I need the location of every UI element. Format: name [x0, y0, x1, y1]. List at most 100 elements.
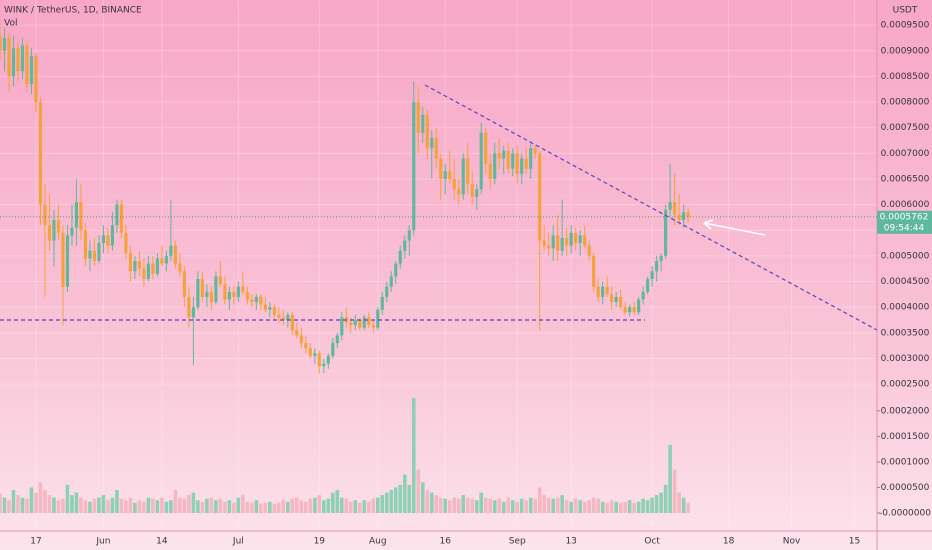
volume-bar — [357, 502, 362, 513]
volume-bar — [366, 501, 371, 513]
candle-body — [254, 296, 258, 303]
volume-bar — [7, 500, 11, 513]
candle-body — [515, 153, 519, 174]
volume-bar — [362, 500, 367, 513]
volume-bar — [214, 500, 218, 513]
candle-body — [61, 232, 65, 287]
candle-body — [673, 202, 677, 215]
candle-body — [115, 204, 119, 226]
candle-body — [551, 235, 555, 249]
volume-bar — [241, 495, 245, 513]
volume-bar — [272, 503, 277, 513]
volume-bar — [160, 497, 164, 513]
volume-bar — [146, 497, 151, 513]
volume-bar — [110, 497, 115, 513]
volume-bar — [429, 492, 434, 513]
volume-bar — [178, 497, 182, 513]
candle-body — [686, 212, 690, 217]
volume-bar — [582, 501, 587, 513]
candle-body — [376, 309, 380, 328]
volume-bar — [650, 497, 654, 513]
volume-bar — [317, 495, 322, 513]
x-tick-label: 17 — [30, 537, 41, 547]
candle-body — [187, 296, 191, 318]
volume-bar — [533, 498, 537, 513]
candle-body — [133, 261, 137, 272]
candle-body — [371, 325, 375, 328]
volume-bar — [250, 502, 254, 513]
candle-body — [484, 132, 488, 164]
candle-body — [398, 250, 402, 264]
candle-body — [443, 171, 447, 179]
volume-bar — [375, 497, 380, 513]
volume-bar — [537, 487, 542, 513]
candle-body — [682, 212, 686, 220]
candle-body — [349, 322, 353, 326]
y-tick-label: 0.0008000 — [881, 98, 930, 108]
volume-bar — [434, 495, 439, 513]
candle-body — [92, 250, 97, 262]
candle-body — [664, 209, 668, 256]
volume-bar — [2, 497, 7, 513]
x-tick-label: Sep — [509, 537, 526, 547]
y-tick-label: 0.0005000 — [881, 251, 930, 261]
candle-body — [191, 307, 195, 318]
candle-body — [268, 307, 272, 310]
candle-body — [425, 114, 429, 149]
candle-body — [475, 189, 479, 197]
candle-body — [29, 55, 34, 85]
candle-body — [182, 271, 186, 297]
candle-body — [353, 320, 357, 326]
candle-body — [142, 268, 146, 279]
arrow-head — [703, 219, 714, 230]
volume-bar — [578, 500, 582, 513]
candle-body — [335, 335, 339, 344]
volume-bar — [79, 497, 83, 513]
candle-body — [358, 320, 362, 328]
candle-body — [223, 284, 227, 300]
volume-bar — [263, 502, 268, 513]
volume-bar — [663, 484, 668, 513]
candle-body — [416, 102, 420, 133]
volume-bar — [384, 492, 389, 513]
volume-bar — [609, 500, 614, 513]
volume-bar — [686, 502, 690, 513]
candle-body — [155, 258, 159, 274]
candle-body — [439, 158, 443, 179]
volume-bar — [164, 501, 169, 513]
x-tick-label: 14 — [156, 537, 168, 547]
candle-body — [497, 153, 501, 159]
candle-body — [65, 235, 70, 287]
candle-body — [313, 353, 317, 356]
candle-body — [421, 114, 425, 133]
volume-bar — [308, 498, 313, 513]
y-tick-label: 0.0009500 — [881, 21, 930, 31]
x-tick-label: 15 — [849, 537, 860, 547]
candle-body — [218, 276, 222, 285]
volume-bar — [200, 501, 205, 513]
x-tick-label: Oct — [644, 537, 660, 547]
volume-bar — [605, 502, 609, 513]
volume-bar — [245, 501, 250, 513]
volume-bar — [681, 497, 686, 513]
volume-bar — [52, 497, 56, 513]
volume-bar — [461, 495, 466, 513]
candle-body — [461, 158, 465, 195]
volume-bar — [420, 482, 425, 513]
candle-body — [47, 225, 52, 241]
candle-body — [412, 102, 416, 231]
volume-bar — [515, 501, 520, 513]
volume-bar — [677, 492, 681, 513]
candle-body — [574, 232, 578, 244]
volume-bar — [155, 500, 160, 513]
candle-body — [650, 271, 654, 279]
volume-bar — [236, 497, 241, 513]
candle-body — [196, 278, 200, 308]
volume-bar — [47, 495, 52, 513]
candle-body — [542, 240, 546, 246]
candle-body — [331, 343, 335, 356]
y2-tick-label: 0.0000500 — [881, 483, 930, 493]
volume-bar — [519, 498, 524, 513]
candle-body — [295, 330, 299, 336]
volume-bar — [438, 497, 443, 513]
